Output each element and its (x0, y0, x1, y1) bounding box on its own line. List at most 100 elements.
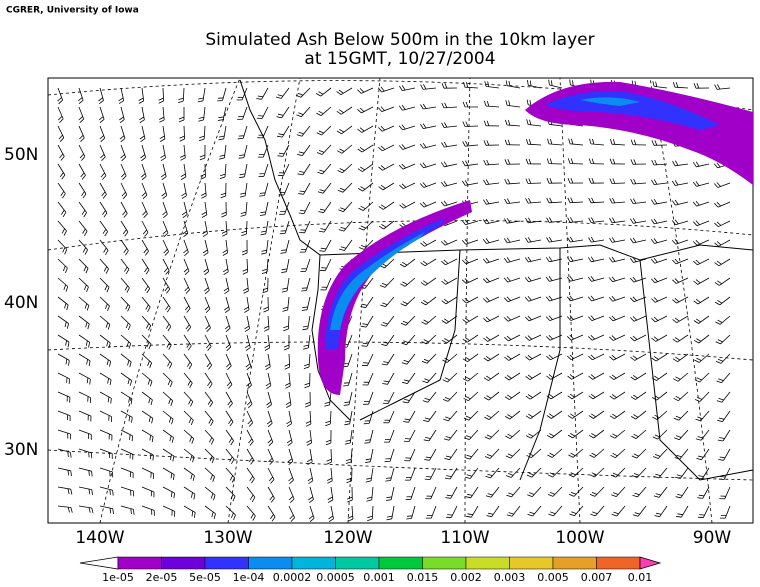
wind-barb (671, 180, 689, 186)
wind-barb (357, 144, 374, 153)
wind-barb (357, 106, 374, 114)
wind-barb (267, 429, 274, 447)
wind-barb (484, 410, 500, 420)
wind-barb (141, 258, 150, 275)
wind-barb (78, 201, 87, 218)
wind-barb (609, 410, 626, 420)
wind-barb (119, 106, 125, 124)
wind-barb (384, 448, 395, 463)
wind-barb (162, 220, 169, 237)
wind-barb (222, 258, 229, 275)
wind-barb (99, 182, 107, 199)
wind-barb (462, 160, 479, 167)
wind-barb (279, 220, 290, 235)
wind-barb (630, 159, 647, 165)
wind-barb (265, 372, 272, 390)
wind-barb (483, 391, 500, 401)
wind-barb (424, 448, 437, 461)
lon-label: 140W (75, 528, 124, 548)
wind-barb (162, 201, 168, 219)
wind-barb (225, 391, 233, 408)
wind-barb (525, 372, 542, 380)
wind-barb (204, 429, 215, 445)
wind-barb (693, 220, 710, 227)
wind-barb (717, 410, 731, 422)
wind-barb (308, 486, 314, 504)
wind-barb (401, 353, 416, 365)
wind-barb (567, 353, 584, 361)
wind-barb (78, 353, 91, 367)
wind-barb (57, 296, 69, 311)
wind-barb (57, 144, 65, 161)
wind-barb (567, 197, 584, 204)
wind-barb (141, 201, 148, 218)
wind-barb (483, 334, 500, 342)
wind-barb (288, 486, 295, 503)
wind-barb (246, 410, 254, 427)
wind-barb (361, 353, 374, 367)
wind-barb (504, 296, 521, 303)
wind-barb (398, 163, 416, 170)
wind-barb (183, 296, 191, 313)
wind-barb (527, 486, 542, 497)
wind-barb (238, 144, 248, 159)
wind-barb (57, 372, 70, 385)
wind-barb (218, 125, 227, 141)
wind-barb (99, 467, 114, 478)
wind-barb (240, 201, 248, 217)
wind-barb (420, 296, 437, 306)
title-line: Simulated Ash Below 500m in the 10km lay… (205, 30, 594, 50)
wind-barb (365, 467, 374, 483)
wind-barb (441, 277, 458, 285)
wind-barb (162, 391, 174, 406)
wind-barb (630, 198, 647, 204)
wind-barb (162, 239, 169, 256)
wind-barb (506, 505, 521, 517)
lat-label: 50N (4, 145, 38, 165)
wind-barb (692, 200, 710, 207)
wind-barb (78, 315, 90, 330)
wind-barb (140, 144, 146, 162)
wind-barb (162, 429, 174, 443)
wind-barb (378, 125, 395, 132)
wind-barb (504, 372, 521, 381)
wind-barb (420, 258, 437, 267)
wind-barb (57, 486, 73, 495)
wind-barb (225, 334, 232, 351)
wind-barb (183, 429, 195, 444)
wind-barb (587, 256, 605, 263)
wind-barb (162, 334, 172, 350)
wind-barb (277, 163, 290, 177)
wind-barb (221, 201, 227, 218)
wind-barb (281, 277, 290, 293)
wind-barb (98, 87, 104, 105)
wind-barb (78, 448, 93, 459)
wind-barb (609, 372, 626, 380)
wind-barb (259, 182, 269, 197)
wind-barb (141, 182, 148, 200)
wind-barb (423, 429, 437, 442)
wind-barb (347, 505, 354, 522)
wind-barb (483, 159, 500, 166)
wind-barb (419, 182, 437, 188)
wind-barb (120, 372, 132, 386)
wind-barb (419, 142, 437, 149)
wind-barb (400, 315, 416, 326)
wind-barb (160, 163, 167, 181)
wind-barb (651, 179, 668, 185)
wind-barb (482, 238, 500, 244)
wind-barb (609, 197, 626, 204)
wind-barb (57, 448, 72, 458)
wind-barb (120, 239, 129, 256)
wind-barb (288, 505, 295, 522)
wind-barb (719, 505, 731, 519)
wind-barb (525, 334, 542, 341)
wind-barb (120, 277, 130, 293)
wind-barb (504, 159, 521, 165)
wind-barb (256, 87, 269, 100)
wind-barb (99, 201, 108, 218)
wind-barb (301, 296, 311, 311)
wind-barb (141, 429, 154, 443)
wind-barb (224, 315, 231, 333)
wind-barb (504, 353, 521, 361)
